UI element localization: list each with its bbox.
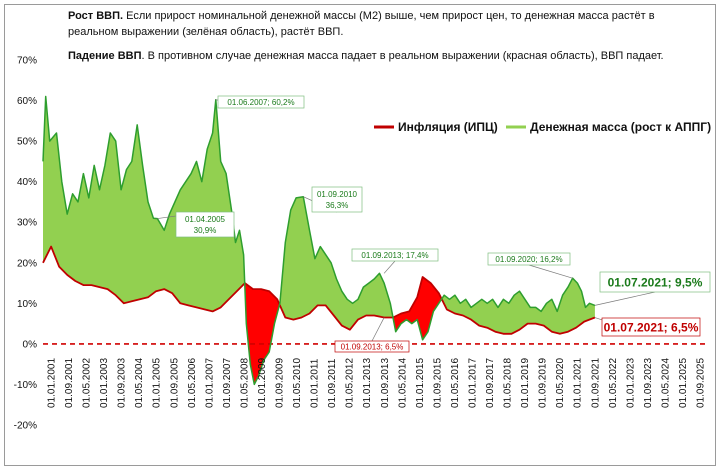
x-tick-label: 01.09.2005 bbox=[169, 358, 180, 408]
callout-text: 01.09.2013; 17,4% bbox=[361, 251, 428, 260]
y-tick-label: 50% bbox=[17, 137, 37, 148]
x-tick-label: 01.05.2014 bbox=[397, 358, 408, 408]
x-tick-label: 01.05.2024 bbox=[660, 358, 671, 408]
notes: Рост ВВП. Если прирост номинальной денеж… bbox=[68, 8, 688, 64]
callout-text: 01.04.2005 bbox=[185, 215, 226, 224]
x-tick-label: 01.05.2022 bbox=[608, 358, 619, 408]
callout-text: 01.06.2007; 60,2% bbox=[227, 98, 294, 107]
x-tick-label: 01.09.2011 bbox=[327, 358, 338, 408]
x-tick-label: 01.09.2007 bbox=[222, 358, 233, 408]
y-tick-label: 20% bbox=[17, 258, 37, 269]
legend-label-inflation: Инфляция (ИПЦ) bbox=[398, 120, 498, 134]
annotations: 01.06.2007; 60,2% 01.04.2005 30,9% 01.09.20… bbox=[157, 95, 711, 353]
callout-leader bbox=[528, 264, 573, 279]
x-tick-label: 01.09.2017 bbox=[485, 358, 496, 408]
callout-leader bbox=[594, 291, 656, 306]
x-axis: 01.01.2001 01.09.2001 01.05.2002 01.01.2003… bbox=[47, 358, 707, 408]
note-fall-title: Падение ВВП bbox=[68, 50, 142, 62]
x-tick-label: 01.05.2016 bbox=[450, 358, 461, 408]
y-tick-label: -20% bbox=[14, 421, 37, 432]
callout-text: 01.09.2013; 6,5% bbox=[341, 343, 404, 352]
x-tick-label: 01.01.2001 bbox=[47, 358, 58, 408]
y-tick-label: -10% bbox=[14, 380, 37, 391]
callout-box bbox=[217, 95, 305, 109]
x-tick-label: 01.05.2004 bbox=[134, 358, 145, 408]
growth-area bbox=[442, 278, 595, 334]
callout-text: 01.07.2021; 6,5% bbox=[604, 321, 699, 335]
x-tick-label: 01.09.2023 bbox=[643, 358, 654, 408]
callout-box bbox=[175, 211, 235, 238]
decline-area bbox=[244, 283, 280, 384]
x-tick-label: 01.01.2025 bbox=[678, 358, 689, 408]
x-tick-label: 01.09.2001 bbox=[64, 358, 75, 408]
x-tick-label: 01.05.2002 bbox=[82, 358, 93, 408]
x-tick-label: 01.05.2010 bbox=[292, 358, 303, 408]
note-growth: Рост ВВП. Если прирост номинальной денеж… bbox=[68, 8, 688, 40]
x-tick-label: 01.09.2015 bbox=[432, 358, 443, 408]
note-growth-text: Если прирост номинальной денежной массы … bbox=[68, 10, 655, 38]
note-fall-text: . В противном случае денежная масса пада… bbox=[141, 50, 664, 62]
x-tick-label: 01.09.2003 bbox=[117, 358, 128, 408]
legend-label-money: Денежная масса (рост к АППГ) bbox=[530, 120, 711, 134]
callout-box bbox=[351, 248, 439, 262]
y-tick-label: 10% bbox=[17, 299, 37, 310]
callout-box bbox=[487, 252, 571, 266]
callout-text: 01.09.2010 bbox=[317, 190, 358, 199]
x-tick-label: 01.01.2015 bbox=[415, 358, 426, 408]
x-tick-label: 01.01.2021 bbox=[573, 358, 584, 408]
callout-leader bbox=[371, 317, 385, 342]
inflation-line bbox=[42, 245, 596, 335]
y-tick-label: 30% bbox=[17, 218, 37, 229]
x-tick-label: 01.05.2018 bbox=[503, 358, 514, 408]
series-lines bbox=[42, 95, 708, 386]
x-tick-label: 01.01.2003 bbox=[99, 358, 110, 408]
callout-text: 36,3% bbox=[326, 201, 349, 210]
callout-text: 01.07.2021; 9,5% bbox=[608, 276, 703, 290]
note-growth-title: Рост ВВП. bbox=[68, 10, 124, 22]
callout-text: 30,9% bbox=[194, 226, 217, 235]
fill-areas bbox=[43, 96, 595, 384]
y-tick-label: 60% bbox=[17, 96, 37, 107]
note-fall: Падение ВВП. В противном случае денежная… bbox=[68, 48, 688, 64]
x-tick-label: 01.01.2011 bbox=[310, 358, 321, 408]
x-tick-label: 01.09.2025 bbox=[696, 358, 707, 408]
x-tick-label: 01.05.2008 bbox=[239, 358, 250, 408]
x-tick-label: 01.01.2009 bbox=[257, 358, 268, 408]
x-tick-label: 01.09.2021 bbox=[590, 358, 601, 408]
x-tick-label: 01.01.2023 bbox=[625, 358, 636, 408]
callout-text: 01.09.2020; 16,2% bbox=[495, 255, 562, 264]
money-supply-line bbox=[42, 95, 596, 386]
x-tick-label: 01.05.2006 bbox=[187, 358, 198, 408]
y-tick-label: 0% bbox=[23, 339, 38, 350]
growth-area bbox=[43, 96, 245, 312]
y-tick-label: 70% bbox=[17, 56, 37, 67]
callout-leader bbox=[383, 260, 396, 274]
x-tick-label: 01.01.2005 bbox=[152, 358, 163, 408]
x-tick-label: 01.01.2013 bbox=[362, 358, 373, 408]
callout-box bbox=[334, 340, 410, 353]
callout-box bbox=[599, 271, 711, 293]
x-tick-label: 01.05.2012 bbox=[345, 358, 356, 408]
x-tick-label: 01.09.2019 bbox=[538, 358, 549, 408]
callout-box bbox=[311, 186, 363, 213]
x-tick-label: 01.01.2019 bbox=[520, 358, 531, 408]
growth-area bbox=[279, 196, 393, 330]
callout-box bbox=[601, 317, 701, 337]
y-tick-label: 40% bbox=[17, 177, 37, 188]
x-tick-label: 01.01.2007 bbox=[204, 358, 215, 408]
legend: Инфляция (ИПЦ) Денежная масса (рост к АПП… bbox=[374, 120, 711, 134]
x-tick-label: 01.09.2009 bbox=[275, 358, 286, 408]
x-tick-label: 01.05.2020 bbox=[555, 358, 566, 408]
x-tick-label: 01.01.2017 bbox=[467, 358, 478, 408]
y-axis: -20% -10% 0% 10% 20% 30% 40% 50% 60% 70% bbox=[14, 56, 37, 432]
x-tick-label: 01.09.2013 bbox=[380, 358, 391, 408]
